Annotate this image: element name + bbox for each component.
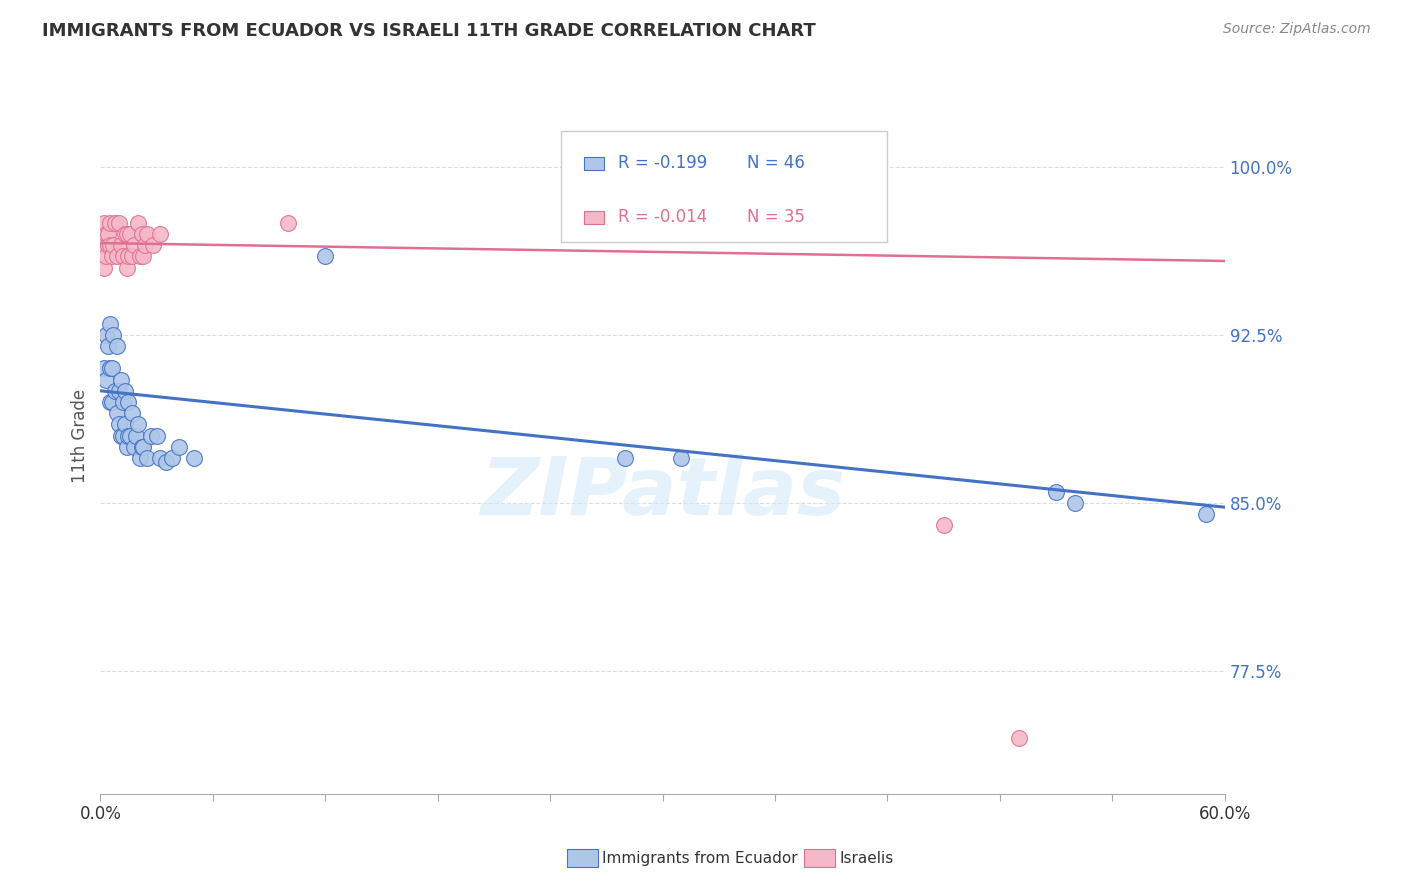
Point [142,238,165,252]
Point [114,227,136,241]
Point [131,440,153,454]
Point [110,238,132,252]
Point [105,406,128,420]
Point [121,250,143,264]
Point [131,227,153,241]
Point [98,395,121,409]
Point [120,428,142,442]
Point [100,250,122,264]
Point [1007,731,1029,745]
Text: Source: ZipAtlas.com: Source: ZipAtlas.com [1223,22,1371,37]
Point [633,216,655,230]
Point [117,428,139,442]
Point [114,384,136,398]
Point [139,428,162,442]
Point [103,238,125,252]
Point [98,317,121,331]
Point [108,216,131,230]
Point [114,417,136,432]
Point [104,216,127,230]
Text: ZIPatlas: ZIPatlas [479,454,845,532]
Point [94,373,117,387]
Point [149,227,172,241]
Point [98,361,121,376]
Point [155,455,177,469]
Point [93,260,115,275]
Point [115,227,138,241]
Text: IMMIGRANTS FROM ECUADOR VS ISRAELI 11TH GRADE CORRELATION CHART: IMMIGRANTS FROM ECUADOR VS ISRAELI 11TH … [42,22,815,40]
Point [103,327,125,342]
Point [98,216,121,230]
Point [108,384,131,398]
Point [149,450,172,465]
Point [100,361,122,376]
Point [91,238,114,252]
Point [97,227,120,241]
Point [127,216,149,230]
Point [183,450,205,465]
Point [105,339,128,353]
Point [128,450,150,465]
Point [128,250,150,264]
Point [932,518,955,533]
Point [136,227,159,241]
Point [115,260,138,275]
Text: N = 35: N = 35 [747,208,804,226]
Text: Immigrants from Ecuador: Immigrants from Ecuador [602,851,797,865]
Point [98,238,121,252]
Point [105,250,128,264]
Text: N = 46: N = 46 [747,154,804,172]
FancyBboxPatch shape [561,131,887,242]
Point [125,428,148,442]
Point [93,216,115,230]
Point [110,428,132,442]
Point [277,216,299,230]
Point [117,395,139,409]
Point [97,339,120,353]
Point [94,227,117,241]
Point [1045,484,1067,499]
Point [111,428,134,442]
Point [122,238,145,252]
Y-axis label: 11th Grade: 11th Grade [72,389,89,483]
Point [1195,507,1218,521]
Point [94,327,117,342]
Point [94,250,117,264]
Point [127,417,149,432]
Point [97,238,120,252]
Point [100,395,122,409]
Point [111,395,134,409]
Point [121,406,143,420]
Point [110,373,132,387]
Point [93,361,115,376]
Point [614,450,637,465]
Bar [583,157,605,169]
Text: Israelis: Israelis [839,851,894,865]
Point [120,227,142,241]
Point [145,428,167,442]
Point [671,450,693,465]
Point [132,440,155,454]
Text: R = -0.014: R = -0.014 [617,208,707,226]
Point [160,450,183,465]
Point [314,250,336,264]
Point [1063,496,1085,510]
Point [104,384,127,398]
Point [111,250,134,264]
Bar [583,211,605,224]
Point [134,238,156,252]
Point [136,450,159,465]
Point [122,440,145,454]
Point [108,417,131,432]
Point [132,250,155,264]
Point [167,440,190,454]
Point [117,250,139,264]
Text: R = -0.199: R = -0.199 [617,154,707,172]
Point [115,440,138,454]
